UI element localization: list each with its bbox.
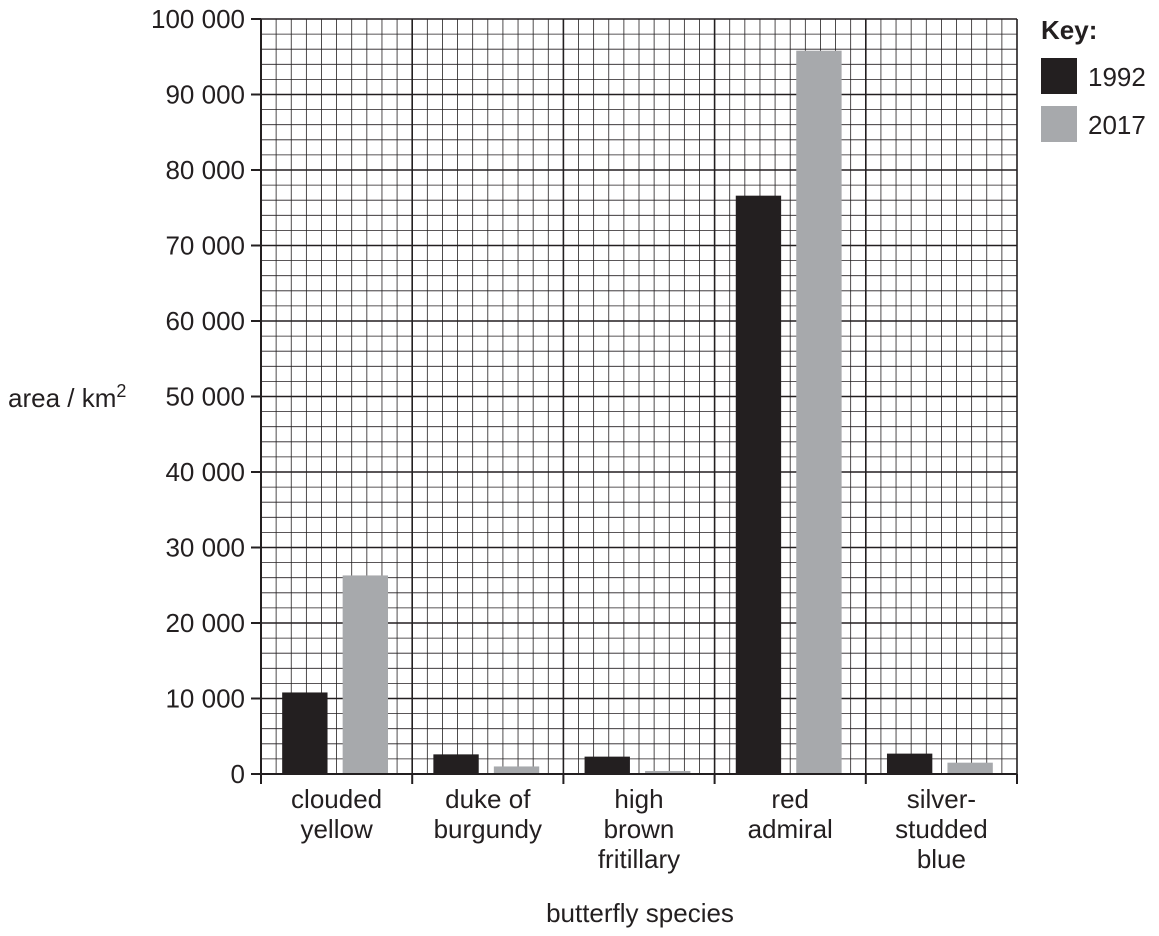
y-tick-label: 20 000 bbox=[165, 608, 245, 638]
y-tick-label: 50 000 bbox=[165, 382, 245, 412]
category-label: red admiral bbox=[748, 784, 833, 844]
category-label-line: burgundy bbox=[434, 814, 542, 844]
y-tick-label: 80 000 bbox=[165, 155, 245, 185]
bar-2017-2 bbox=[645, 770, 691, 774]
bar-2017-0 bbox=[342, 575, 389, 774]
bar-2017-3 bbox=[796, 50, 842, 774]
bar-1992-4 bbox=[886, 753, 933, 774]
bars bbox=[282, 50, 993, 775]
category-label-line: silver- bbox=[907, 784, 976, 814]
y-tick-label: 10 000 bbox=[165, 684, 245, 714]
legend-label-2017: 2017 bbox=[1088, 110, 1146, 140]
bar-1992-1 bbox=[433, 754, 479, 774]
bar-1992-0 bbox=[282, 692, 328, 774]
category-label-line: high bbox=[614, 784, 663, 814]
x-category-labels: clouded yellow duke of burgundy high brown fri… bbox=[291, 784, 988, 874]
bar-1992-2 bbox=[584, 756, 630, 774]
y-tick-label: 70 000 bbox=[165, 231, 245, 261]
category-label: clouded yellow bbox=[291, 784, 382, 844]
category-label: silver-studded blue bbox=[895, 784, 988, 874]
legend-swatch-2017 bbox=[1041, 106, 1077, 142]
category-label: high brown fritillary bbox=[598, 784, 680, 874]
axes bbox=[251, 18, 1018, 784]
y-tick-label: 0 bbox=[231, 759, 245, 789]
y-tick-label: 60 000 bbox=[165, 306, 245, 336]
y-tick-label: 40 000 bbox=[165, 457, 245, 487]
category-label-line: blue bbox=[917, 844, 966, 874]
y-tick-label: 30 000 bbox=[165, 533, 245, 563]
legend: Key: 1992 2017 bbox=[1041, 15, 1146, 142]
x-axis-title: butterfly species bbox=[546, 898, 734, 928]
bar-2017-4 bbox=[947, 762, 993, 774]
category-label-line: admiral bbox=[748, 814, 833, 844]
category-label-line: fritillary bbox=[598, 844, 680, 874]
bar-2017-1 bbox=[493, 766, 540, 774]
bar-1992-3 bbox=[735, 195, 782, 775]
y-axis-title-superscript: 2 bbox=[116, 381, 126, 401]
category-label-line: brown bbox=[604, 814, 675, 844]
y-tick-label: 100 000 bbox=[151, 4, 245, 34]
category-label: duke of burgundy bbox=[434, 784, 542, 844]
category-label-line: yellow bbox=[300, 814, 372, 844]
y-tick-label: 90 000 bbox=[165, 80, 245, 110]
category-label-line: duke of bbox=[445, 784, 531, 814]
category-label-line: studded bbox=[895, 814, 988, 844]
y-tick-labels: 0 10 000 20 000 30 000 40 000 50 000 60 000 70 … bbox=[151, 4, 245, 789]
y-axis-title: area / km2 bbox=[8, 381, 126, 413]
legend-label-1992: 1992 bbox=[1088, 62, 1146, 92]
category-label-line: red bbox=[771, 784, 809, 814]
y-axis-title-text: area / km bbox=[8, 383, 116, 413]
legend-swatch-1992 bbox=[1041, 58, 1077, 94]
legend-title: Key: bbox=[1041, 15, 1097, 45]
category-label-line: clouded bbox=[291, 784, 382, 814]
